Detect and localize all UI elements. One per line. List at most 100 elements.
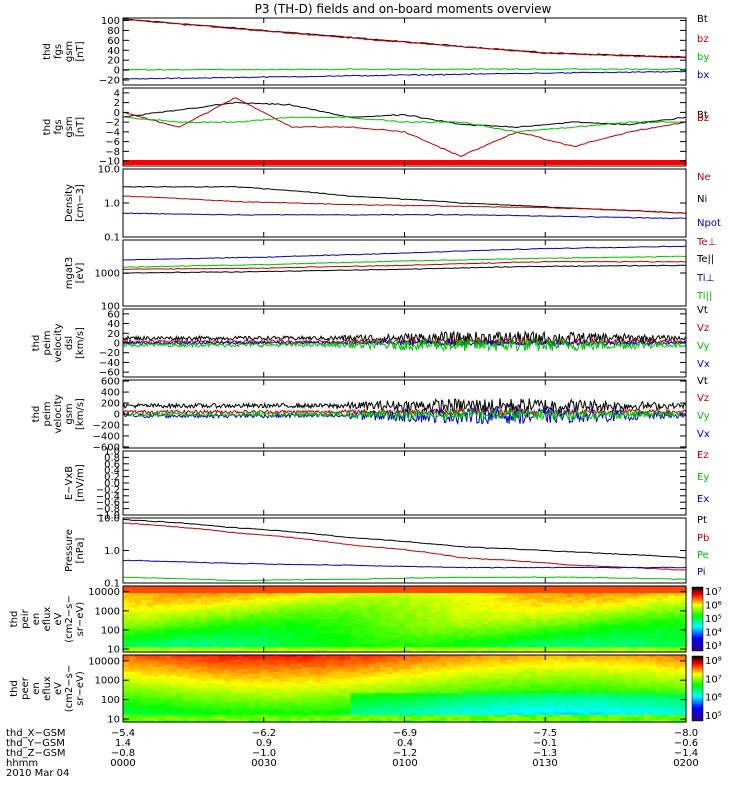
heatmap-cell <box>548 619 555 622</box>
heatmap-cell <box>344 666 352 670</box>
heatmap-cell <box>602 700 609 704</box>
heatmap-cell <box>476 644 483 648</box>
heatmap-cell <box>440 616 448 620</box>
heatmap-cell <box>362 593 370 597</box>
heatmap-cell <box>608 635 615 639</box>
heatmap-cell <box>134 614 142 618</box>
heatmap-cell <box>404 637 412 641</box>
heatmap-cell <box>146 623 154 627</box>
heatmap-cell <box>266 698 274 702</box>
heatmap-cell <box>248 690 256 694</box>
heatmap-cell <box>590 623 597 627</box>
heatmap-cell <box>212 600 220 604</box>
heatmap-cell <box>446 683 454 687</box>
heatmap-cell <box>440 693 448 697</box>
heatmap-cell <box>566 640 573 644</box>
heatmap-cell <box>410 657 418 661</box>
heatmap-cell <box>260 662 268 666</box>
heatmap-cell <box>674 614 681 618</box>
heatmap-cell <box>446 640 454 644</box>
heatmap-cell <box>536 695 543 699</box>
heatmap-cell <box>200 635 208 639</box>
heatmap-cell <box>578 633 585 637</box>
heatmap-cell <box>458 616 465 620</box>
heatmap-cell <box>566 666 573 670</box>
heatmap-cell <box>296 647 304 651</box>
heatmap-cell <box>362 642 370 646</box>
heatmap-cell <box>254 628 262 632</box>
heatmap-cell <box>296 586 304 589</box>
heatmap-cell <box>584 637 591 641</box>
heatmap-cell <box>458 693 465 697</box>
heatmap-cell <box>656 595 663 599</box>
heatmap-cell <box>506 626 513 630</box>
heatmap-cell <box>236 588 244 592</box>
heatmap-cell <box>548 609 555 613</box>
heatmap-cell <box>182 688 190 692</box>
heatmap-cell <box>164 616 172 620</box>
heatmap-cell <box>626 616 633 620</box>
heatmap-cell <box>248 683 256 687</box>
heatmap-cell <box>170 649 178 653</box>
heatmap-cell <box>206 676 214 680</box>
heatmap-cell <box>440 597 448 601</box>
heatmap-cell <box>596 633 603 637</box>
heatmap-cell <box>356 633 364 637</box>
heatmap-cell <box>674 630 681 634</box>
heatmap-cell <box>320 607 328 611</box>
series-line-bz <box>122 18 686 59</box>
heatmap-cell <box>656 686 663 690</box>
heatmap-cell <box>536 600 543 604</box>
heatmap-cell <box>368 593 376 597</box>
heatmap-cell <box>308 666 316 670</box>
heatmap-cell <box>380 695 388 699</box>
heatmap-cell <box>614 597 621 601</box>
heatmap-cell <box>482 607 489 611</box>
heatmap-cell <box>134 633 142 637</box>
heatmap-cell <box>152 614 160 618</box>
heatmap-cell <box>398 633 406 637</box>
heatmap-cell <box>662 595 669 599</box>
heatmap-cell <box>596 609 603 613</box>
heatmap-cell <box>434 644 442 648</box>
heatmap-cell <box>188 637 196 641</box>
heatmap-cell <box>542 659 549 663</box>
heatmap-cell <box>344 647 352 651</box>
heatmap-cell <box>134 609 142 613</box>
heatmap-cell <box>614 593 621 597</box>
heatmap-cell <box>650 642 657 646</box>
heatmap-cell <box>452 702 459 706</box>
heatmap-cell <box>182 607 190 611</box>
heatmap-cell <box>146 695 154 699</box>
heatmap-cell <box>200 690 208 694</box>
heatmap-cell <box>266 705 274 709</box>
heatmap-cell <box>218 635 226 639</box>
heatmap-cell <box>572 688 579 692</box>
heatmap-cell <box>596 662 603 666</box>
heatmap-cell <box>518 700 525 704</box>
heatmap-cell <box>446 604 454 608</box>
heatmap-cell <box>404 702 412 706</box>
heatmap-cell <box>542 593 549 597</box>
y-tick-label: −0.2 <box>96 485 120 496</box>
heatmap-cell <box>123 686 130 690</box>
heatmap-cell <box>242 705 250 709</box>
heatmap-cell <box>662 637 669 641</box>
heatmap-cell <box>362 657 370 661</box>
heatmap-cell <box>524 664 531 668</box>
heatmap-cell <box>530 693 537 697</box>
heatmap-cell <box>554 659 561 663</box>
heatmap-cell <box>536 597 543 601</box>
heatmap-cell <box>176 600 184 604</box>
heatmap-cell <box>123 702 130 706</box>
heatmap-cell <box>350 702 358 706</box>
y-axis-label: [km/s] <box>75 398 86 430</box>
heatmap-cell <box>176 595 184 599</box>
heatmap-cell <box>434 698 442 702</box>
heatmap-cell <box>476 628 483 632</box>
heatmap-cell <box>656 635 663 639</box>
heatmap-cell <box>452 655 459 658</box>
y-tick-label: 60 <box>107 309 120 320</box>
heatmap-cell <box>464 614 471 618</box>
heatmap-cell <box>380 614 388 618</box>
